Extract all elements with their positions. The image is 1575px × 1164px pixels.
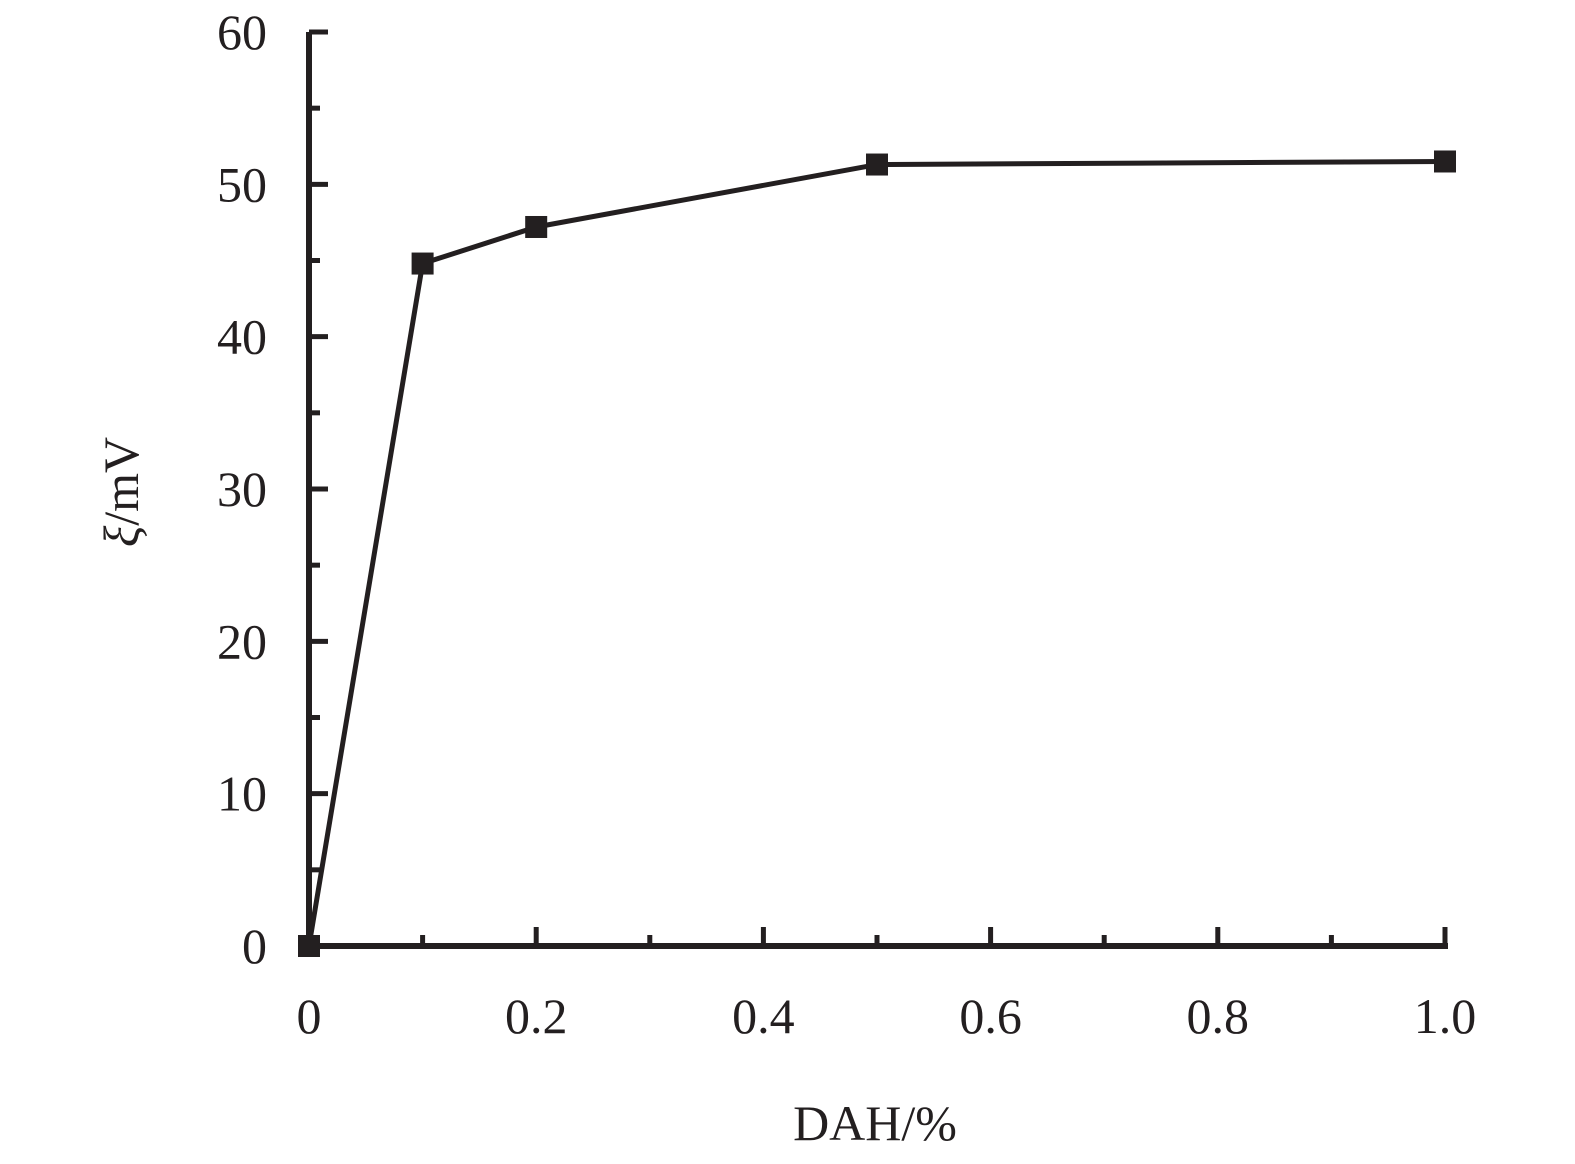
- data-point-marker: [866, 153, 888, 176]
- y-tick-label: 20: [217, 613, 267, 669]
- x-tick-label: 0: [297, 988, 322, 1044]
- data-point-marker: [298, 935, 320, 957]
- x-axis-title: DAH/%: [793, 1095, 957, 1151]
- y-tick-label: 10: [217, 766, 267, 822]
- data-point-marker: [411, 252, 434, 275]
- y-axis-title-unit: /mV: [93, 437, 149, 526]
- tick-labels: 0 10 20 30 40 50 60 0 0.2 0.4 0.6 0.8 1.0: [217, 4, 1476, 1044]
- y-tick-label: 50: [217, 156, 267, 212]
- y-axis-title-symbol: ξ: [93, 525, 149, 547]
- tick-marks: [309, 29, 1448, 946]
- series-line: [306, 158, 1446, 947]
- y-tick-label: 40: [217, 309, 267, 365]
- y-axis-title: ξ/mV: [93, 437, 149, 547]
- series-layer: [298, 150, 1456, 957]
- x-tick-label: 0.8: [1187, 988, 1250, 1044]
- y-tick-label: 0: [242, 918, 267, 974]
- svg-text:ξ/mV: ξ/mV: [93, 437, 149, 547]
- x-tick-label: 0.2: [505, 988, 568, 1044]
- x-tick-label: 1.0: [1414, 988, 1477, 1044]
- y-tick-label: 30: [217, 461, 267, 517]
- data-point-marker: [525, 215, 548, 238]
- x-tick-label: 0.6: [959, 988, 1022, 1044]
- data-point-marker: [1434, 150, 1456, 173]
- y-tick-label: 60: [217, 4, 267, 60]
- x-tick-label: 0.4: [732, 988, 795, 1044]
